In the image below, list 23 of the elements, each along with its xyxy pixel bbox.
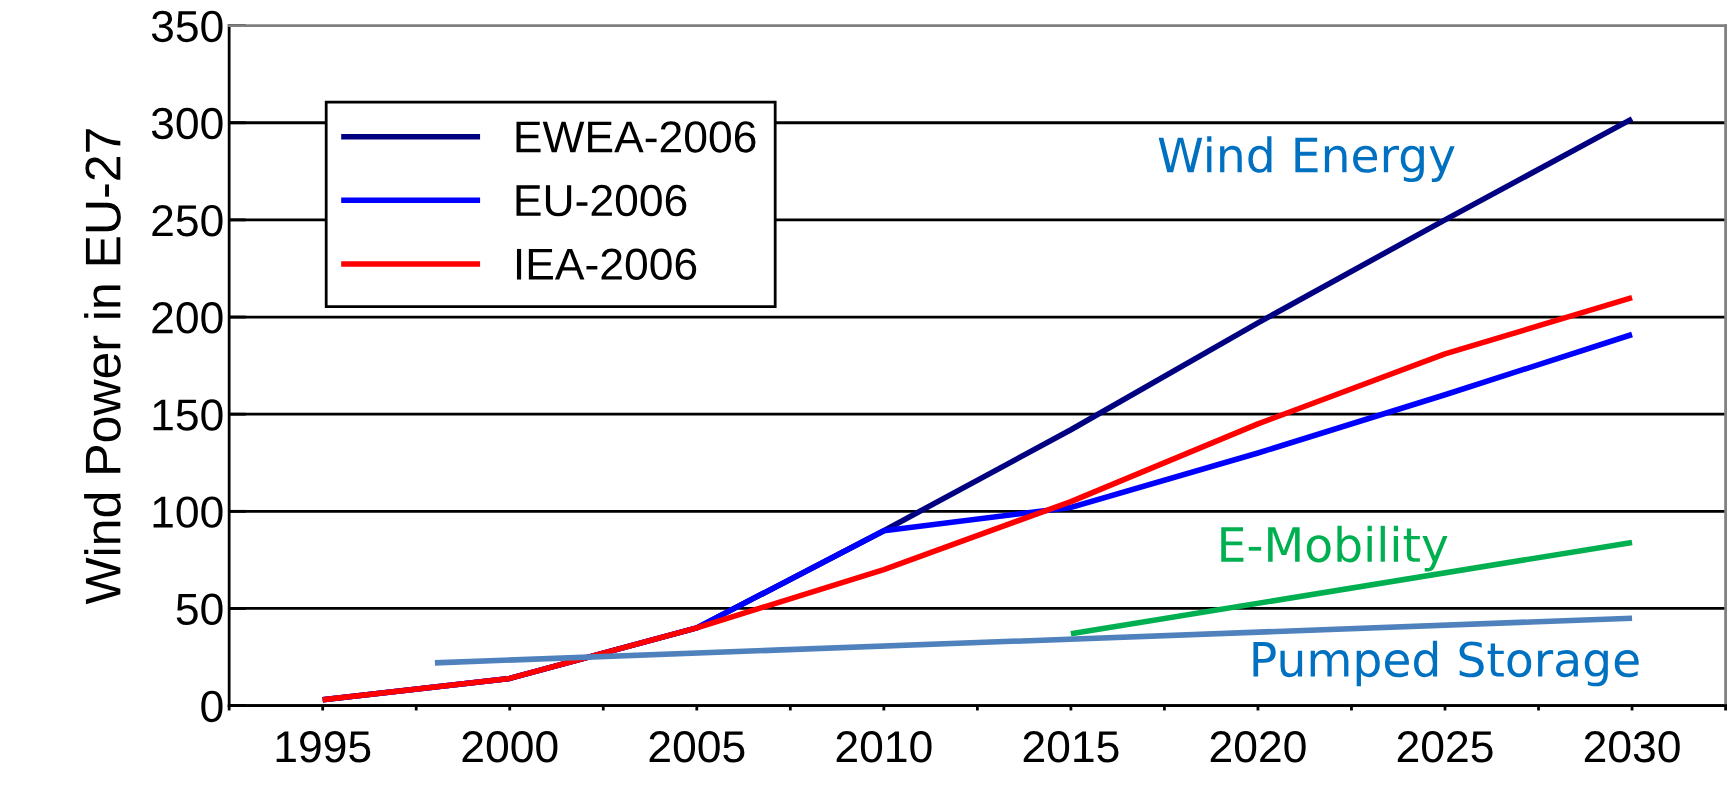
legend-label: EWEA-2006 [516,121,756,153]
y-tick-label: 50 [176,593,223,625]
x-tick-label: 1995 [276,731,371,763]
x-tick-label: 2020 [1210,731,1306,763]
y-axis-title: Wind Power in EU-27 [84,129,121,605]
x-tick-label: 2005 [649,731,745,763]
y-tick-label: 300 [151,107,223,140]
x-tick-label: 2025 [1397,731,1493,763]
x-tick-label: 2015 [1023,731,1119,763]
annotation: E-Mobility [1221,525,1448,572]
x-tick-label: 2010 [836,731,932,763]
annotation: Pumped Storage [1253,640,1639,687]
y-tick-label: 100 [153,496,223,528]
annotation: Wind Energy [1158,136,1455,182]
y-tick-label: 250 [152,204,223,237]
legend-label: IEA-2006 [516,248,697,280]
x-tick-label: 2030 [1584,731,1680,763]
x-tick-label: 2000 [462,731,558,763]
y-tick-label: 350 [151,10,223,43]
y-tick-label: 0 [201,690,223,723]
y-tick-label: 150 [153,399,223,431]
y-tick-label: 200 [152,302,223,334]
legend-label: EU-2006 [516,184,687,217]
